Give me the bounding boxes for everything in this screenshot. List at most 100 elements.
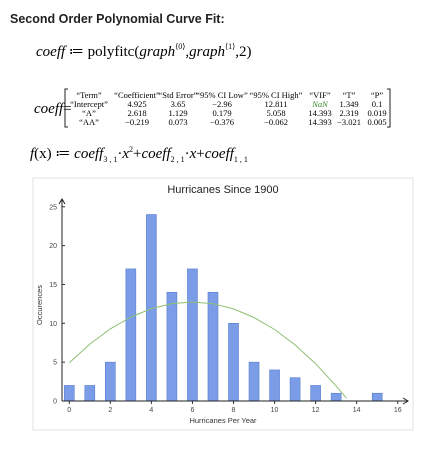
matrix-cell: “A” [82,108,96,118]
function: f [30,146,36,162]
operator: + [196,146,204,162]
y-axis-label: Occurences [35,285,44,325]
formula: coeff ≔ polyfitc(graph⟨0⟩,graph⟨1⟩,2) [36,42,252,60]
matrix-cell: 2.319 [339,108,358,118]
matrix-bracket [64,88,391,128]
x-axis-label: Hurricanes Per Year [189,416,257,425]
matrix-cell: 0.179 [212,108,231,118]
formula: f(x) ≔ coeff3 , 1·x2+coeff2 , 1·x+coeff1… [30,145,248,164]
bar [63,385,75,402]
matrix-cell: −0.376 [210,117,234,127]
bar [207,291,219,402]
variable: coeff [141,146,172,162]
bar [289,377,301,402]
matrix-cell: “AA” [79,117,99,127]
variable: coeff [36,44,67,60]
matrix-cell: “95% CI High” [250,90,303,100]
bar [248,361,260,402]
bar [371,392,383,402]
variable: coeff [74,146,105,162]
matrix-cell: “Std Error” [159,90,198,100]
bar [166,291,178,402]
axis-arrow [402,397,409,405]
bar [187,268,198,402]
subscript: 1 , 1 [234,155,248,164]
bar [310,385,321,402]
comma: , [185,44,189,60]
matrix-cell: “T” [343,90,356,100]
matrix-cell: “Coefficient” [114,90,160,100]
variable: coeff [205,146,236,162]
variable: coeff [34,101,65,117]
superscript: 2 [129,145,133,154]
matrix-cell: 0.073 [168,117,187,127]
x-tick-label: 2 [108,407,112,414]
matrix-cell: 4.925 [127,99,146,109]
y-tick-label: 0 [53,399,57,406]
matrix-cell: 12.811 [264,99,287,109]
matrix-cell: −0.062 [264,117,288,127]
subscript: 3 , 1 [103,155,117,164]
x-tick-label: 16 [394,407,402,414]
matrix-cell: “Intercept” [70,99,108,109]
matrix-cell: 1.349 [339,99,358,109]
argument: graph [139,44,175,60]
matrix-cell: 1.129 [168,108,187,118]
subscript: 2 , 1 [171,155,185,164]
operator: ≔ [55,146,70,162]
bar [269,369,280,402]
argument: 2 [239,44,247,60]
matrix-cell: NaN [311,99,329,109]
matrix-cell: “P” [371,90,384,100]
y-tick-label: 25 [49,204,57,211]
y-tick-label: 10 [49,321,57,328]
bar [228,323,239,402]
bar [84,385,96,402]
matrix-cell: 0.019 [367,108,386,118]
operator: = [63,101,71,117]
matrix-cell: “VIF” [309,90,330,100]
matrix-cell: 14.393 [308,117,331,127]
matrix-cell: 2.618 [127,108,146,118]
bar [330,392,342,402]
variable: x [189,146,197,162]
matrix-cell: 0.1 [372,99,383,109]
matrix-cell: 5.058 [266,108,285,118]
operator: · [185,146,190,162]
function: polyfitc [88,44,135,60]
matrix-cell: −0.219 [125,117,149,127]
x-tick-label: 6 [190,407,194,414]
matrix-cell: 0.005 [367,117,386,127]
fit-line [68,301,347,399]
operator: ≔ [69,44,84,60]
x-tick-label: 10 [271,407,279,414]
section-title: Second Order Polynomial Curve Fit: [10,12,225,26]
bar [125,268,137,402]
x-tick-label: 14 [353,407,361,414]
matrix: “Term” “Coefficient”“Std Error”“95% CI Lo… [70,90,386,127]
argument: graph [189,44,225,60]
x-tick-label: 0 [67,407,71,414]
plot: 0 5 10 15 20 25 0 2 4 6 8 10 12 14 16 [49,198,409,414]
y-tick-label: 20 [49,243,57,250]
matrix-cell: 14.393 [308,108,331,118]
y-tick-label: 15 [49,282,57,289]
paren: ) [247,44,252,60]
matrix-label: coeff= [34,101,72,117]
paren: ( [134,44,139,60]
superscript: ⟨1⟩ [225,42,235,51]
x-tick-label: 8 [232,407,236,414]
chart-title: Hurricanes Since 1900 [167,184,278,196]
matrix-cell: −3.021 [337,117,361,127]
operator: + [133,146,141,162]
comma: , [235,44,239,60]
chart-frame [32,177,414,431]
matrix-cell: −2.96 [212,99,232,109]
bar [105,361,116,402]
variable: x [121,146,129,162]
argument: (x) [34,146,52,162]
superscript: ⟨0⟩ [175,42,185,51]
x-tick-label: 4 [149,407,153,414]
axis-arrow [58,198,66,205]
